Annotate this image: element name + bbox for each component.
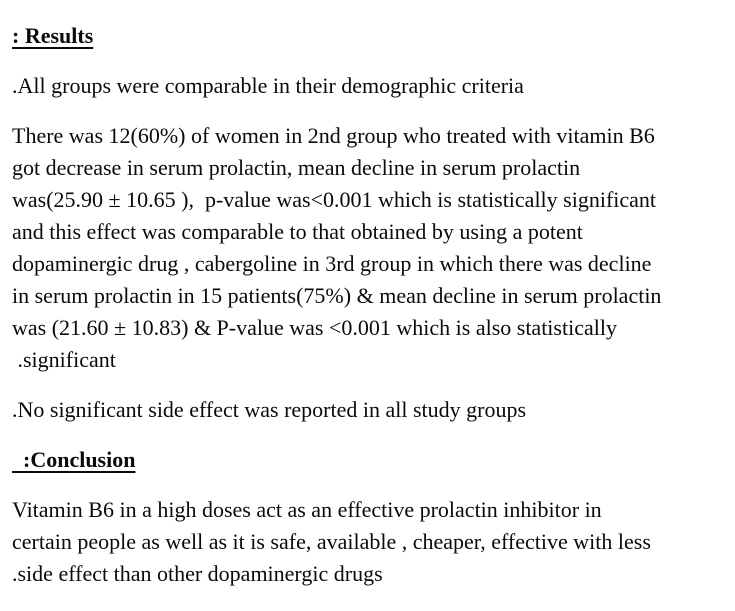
paragraph-line: was (21.60 ± 10.83) & P-value was <0.001… bbox=[12, 315, 617, 340]
paragraph-line: was(25.90 ± 10.65 ), p-value was<0.001 w… bbox=[12, 187, 657, 212]
results-side-effects-paragraph: .No significant side effect was reported… bbox=[12, 394, 735, 426]
paragraph-line: .side effect than other dopaminergic dru… bbox=[12, 561, 383, 586]
conclusion-heading-text: :Conclusion bbox=[12, 447, 136, 472]
paragraph-line: .significant bbox=[12, 347, 116, 372]
paragraph-line: got decrease in serum prolactin, mean de… bbox=[12, 155, 581, 180]
results-heading-text: : Results bbox=[12, 23, 94, 48]
paragraph-line: certain people as well as it is safe, av… bbox=[12, 529, 651, 554]
conclusion-heading: :Conclusion bbox=[12, 444, 735, 476]
paragraph-line: .No significant side effect was reported… bbox=[12, 397, 527, 422]
document-body: : Results .All groups were comparable in… bbox=[12, 20, 735, 590]
results-main-paragraph: There was 12(60%) of women in 2nd group … bbox=[12, 120, 735, 376]
paragraph-line: in serum prolactin in 15 patients(75%) &… bbox=[12, 283, 662, 308]
results-heading: : Results bbox=[12, 20, 735, 52]
paragraph-line: dopaminergic drug , cabergoline in 3rd g… bbox=[12, 251, 652, 276]
paragraph-line: .All groups were comparable in their dem… bbox=[12, 73, 524, 98]
paragraph-line: There was 12(60%) of women in 2nd group … bbox=[12, 123, 655, 148]
paragraph-line: Vitamin B6 in a high doses act as an eff… bbox=[12, 497, 602, 522]
paragraph-line: and this effect was comparable to that o… bbox=[12, 219, 583, 244]
conclusion-paragraph: Vitamin B6 in a high doses act as an eff… bbox=[12, 494, 735, 590]
results-demographics-paragraph: .All groups were comparable in their dem… bbox=[12, 70, 735, 102]
